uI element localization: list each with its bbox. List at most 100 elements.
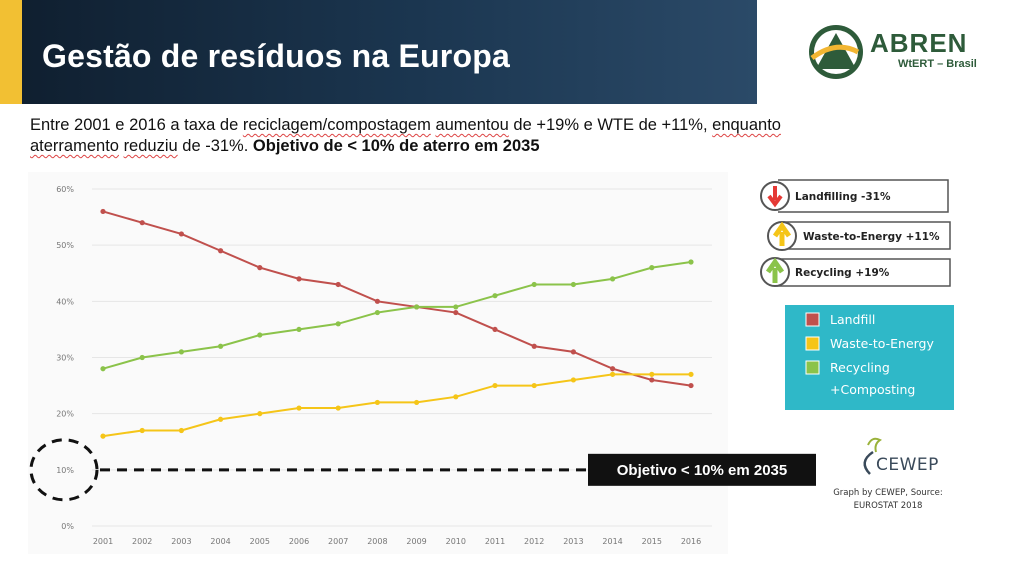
data-point-landfill: [570, 349, 577, 355]
up-arrow-icon: [772, 221, 792, 246]
data-point-recycling: [100, 366, 106, 372]
data-point-recycling: [335, 321, 341, 327]
legend-label-composting: +Composting: [830, 382, 915, 397]
series-line-recycling: [102, 261, 692, 370]
data-point-recycling: [178, 349, 184, 355]
intro-word: reciclagem/compostagem: [242, 116, 431, 134]
credit-line-2: EUROSTAT 2018: [854, 501, 923, 511]
title-banner: [0, 0, 757, 104]
x-tick-label: 2016: [681, 537, 701, 546]
x-tick-label: 2007: [328, 537, 348, 546]
legend-label-recycling: Recycling: [830, 360, 890, 375]
data-point-wte: [492, 382, 498, 389]
data-point-landfill: [531, 343, 537, 349]
x-tick-label: 2012: [524, 537, 544, 546]
grid: [92, 188, 712, 527]
legend-label-landfill: Landfill: [830, 312, 875, 327]
target-circle: [29, 438, 99, 502]
cewep-swoosh-icon: [863, 450, 874, 475]
data-point-landfill: [335, 281, 341, 288]
data-point-wte: [178, 427, 184, 434]
x-tick-label: 2003: [171, 537, 191, 546]
intro-word: reduziu: [123, 137, 178, 155]
data-point-recycling: [296, 326, 302, 333]
x-tick-label: 2014: [602, 537, 622, 546]
cewep-logo: CEWEP: [863, 437, 939, 475]
data-point-wte: [570, 377, 577, 383]
data-point-wte: [610, 371, 616, 377]
legend-swatch-wte: [805, 336, 820, 351]
data-point-landfill: [688, 382, 694, 389]
badge-wte: Waste-to-Energy +11%: [767, 221, 951, 251]
badge-recycling: Recycling +19%: [760, 257, 951, 287]
data-point-recycling: [688, 259, 694, 265]
data-point-landfill: [139, 220, 145, 226]
data-point-wte: [531, 382, 537, 389]
data-point-wte: [139, 427, 145, 434]
data-point-wte: [218, 416, 224, 422]
y-tick-label: 60%: [56, 185, 74, 194]
x-tick-label: 2001: [93, 537, 113, 546]
target-label-box: [588, 453, 816, 486]
series-group: [100, 208, 694, 439]
x-axis-ticks: 2001 2002 2003 2004 2005 2006 2007 2008 2009 2010…: [93, 537, 701, 546]
data-point-recycling: [610, 276, 616, 282]
data-point-wte: [649, 371, 655, 377]
y-tick-label: 30%: [56, 353, 74, 362]
data-point-landfill: [257, 265, 263, 271]
data-point-recycling: [649, 265, 655, 271]
intro-text: Entre 2001 e 2016 a taxa de reciclagem/c…: [30, 115, 970, 157]
data-point-wte: [100, 433, 106, 439]
intro-word: enquanto: [712, 116, 781, 134]
badge-wte-label: Waste-to-Energy +11%: [803, 231, 940, 243]
data-point-landfill: [218, 248, 224, 254]
legend-swatch-recycling: [805, 360, 820, 375]
y-tick-label: 0%: [61, 522, 74, 531]
series-line-wte: [102, 373, 691, 438]
data-point-landfill: [100, 208, 106, 215]
data-point-recycling: [257, 332, 263, 338]
cewep-name: CEWEP: [876, 455, 939, 475]
data-point-wte: [453, 394, 459, 400]
badge-recycling-label: Recycling +19%: [795, 267, 890, 279]
x-tick-label: 2011: [485, 537, 505, 546]
x-tick-label: 2015: [642, 537, 662, 546]
data-point-recycling: [531, 281, 537, 288]
badge-landfill-label: Landfilling -31%: [795, 191, 891, 203]
intro-word: aumentou: [435, 116, 509, 134]
data-point-landfill: [296, 276, 302, 282]
x-tick-label: 2013: [563, 537, 583, 546]
target-annotation: Objetivo < 10% em 2035: [29, 438, 816, 502]
down-arrow-icon: [767, 186, 783, 208]
x-tick-label: 2004: [210, 537, 230, 546]
data-point-recycling: [492, 293, 498, 299]
y-tick-label: 50%: [56, 241, 74, 250]
abren-logo: ABREN WtERT – Brasil: [806, 22, 986, 82]
y-axis-ticks: 60% 50% 40% 30% 20% 10% 0%: [56, 185, 74, 531]
data-point-wte: [688, 371, 694, 377]
data-point-landfill: [492, 326, 498, 333]
intro-word: aterramento: [30, 137, 119, 155]
y-tick-label: 40%: [56, 297, 74, 306]
chart-background: [28, 172, 728, 554]
data-point-landfill: [649, 377, 655, 383]
badge-landfill: Landfilling -31%: [760, 179, 949, 213]
data-point-recycling: [453, 304, 459, 310]
data-point-landfill: [610, 366, 616, 372]
x-tick-label: 2006: [289, 537, 309, 546]
data-point-wte: [414, 399, 420, 406]
intro-part: de -31%.: [177, 137, 253, 155]
data-point-recycling: [374, 309, 380, 316]
logo-subtitle: WtERT – Brasil: [898, 58, 977, 70]
credit-line-1: Graph by CEWEP, Source:: [833, 488, 943, 498]
x-tick-label: 2002: [132, 537, 152, 546]
logo-name: ABREN: [870, 28, 968, 58]
x-tick-label: 2009: [406, 537, 426, 546]
x-tick-label: 2005: [250, 537, 270, 546]
data-point-recycling: [139, 354, 145, 361]
x-tick-label: 2010: [446, 537, 466, 546]
leaf-icon: [867, 437, 882, 453]
data-point-landfill: [453, 309, 459, 316]
abren-logo-icon: [809, 25, 863, 79]
